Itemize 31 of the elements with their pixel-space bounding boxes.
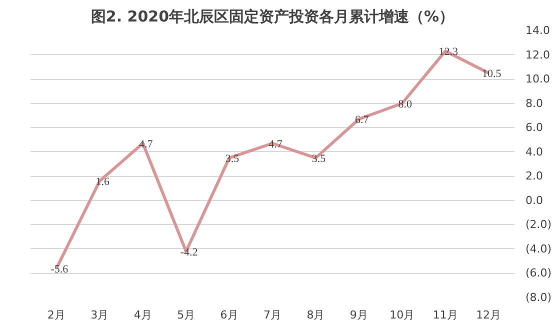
x-tick-label: 2月 (47, 308, 66, 322)
x-tick-label: 11月 (432, 308, 458, 322)
x-tick-label: 9月 (350, 308, 368, 322)
x-tick-label: 6月 (220, 308, 238, 322)
x-tick-label: 10月 (390, 308, 415, 322)
x-tick-label: 5月 (177, 308, 196, 322)
text: 4.7 (268, 138, 282, 150)
x-tick-label: 4月 (134, 308, 152, 322)
y-tick-label: (4.0) (526, 242, 552, 256)
y-tick-label: (6.0) (526, 266, 552, 280)
x-tick-label: 12月 (476, 308, 502, 322)
y-tick-label: 12.0 (526, 48, 550, 62)
y-tick-label: 0.0 (526, 194, 543, 207)
x-tick-label: 8月 (306, 308, 325, 322)
y-tick-label: (2.0) (526, 218, 552, 232)
text: 12.3 (438, 46, 458, 58)
x-tick-label: 7月 (264, 308, 282, 322)
chart-title: 图2. 2020年北辰区固定资产投资各月累计增速（%） (90, 8, 454, 26)
y-tick-label: 14.0 (526, 24, 550, 37)
y-tick-label: 4.0 (526, 145, 543, 158)
y-tick-label: 8.0 (526, 96, 543, 110)
text: -5.6 (50, 263, 68, 276)
text: 8.0 (398, 98, 412, 110)
y-tick-label: (8.0) (526, 291, 552, 304)
x-tick-label: 3月 (90, 308, 109, 322)
y-tick-label: 6.0 (526, 121, 543, 134)
text: 3.5 (312, 152, 326, 165)
y-tick-label: 2.0 (526, 170, 543, 183)
y-tick-label: 10.0 (526, 72, 550, 86)
text: -4.2 (180, 246, 198, 258)
text: 10.5 (482, 68, 502, 80)
